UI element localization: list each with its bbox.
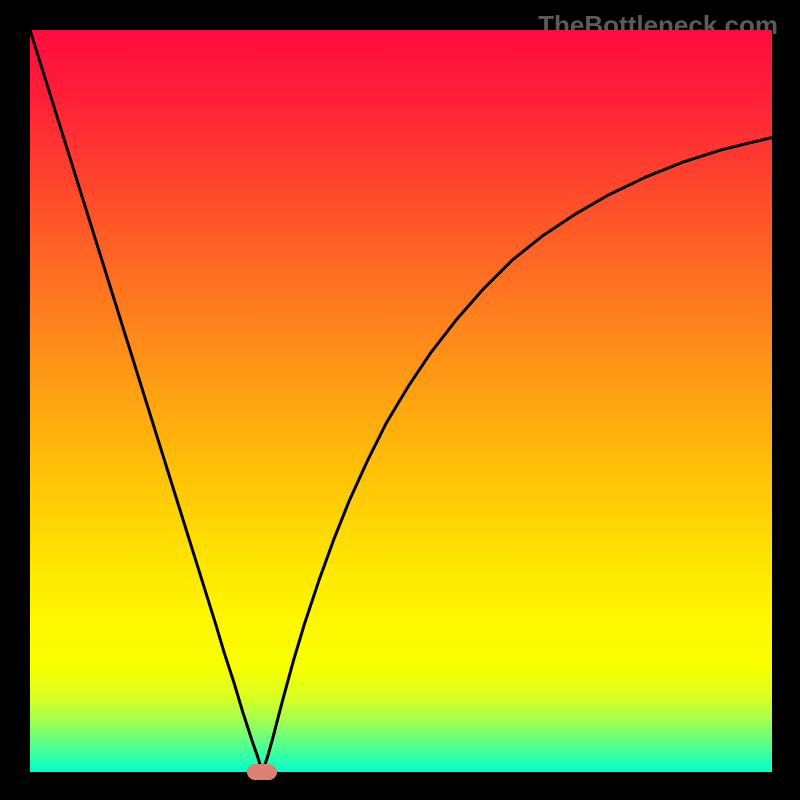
bottleneck-curve [30, 30, 772, 772]
optimum-marker [247, 764, 277, 780]
chart-container: TheBottleneck.com [0, 0, 800, 800]
plot-area [30, 30, 772, 772]
